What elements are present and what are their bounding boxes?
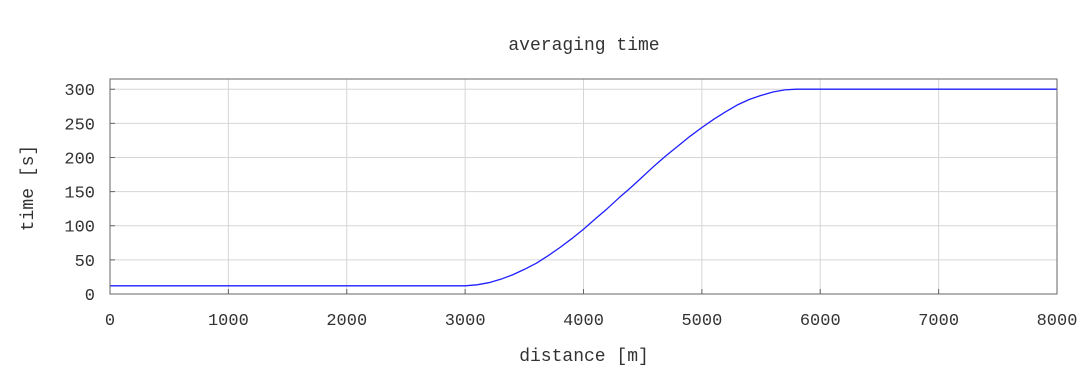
chart-title: averaging time [508,36,659,56]
y-tick-label: 200 [64,150,95,169]
x-tick-label: 6000 [800,312,841,331]
x-tick-label: 5000 [681,312,722,331]
chart-grid [109,79,1058,295]
series-line [110,88,1057,287]
y-axis: 0 50 100 150 200 250 300 [64,82,115,306]
plot-area [110,88,1057,287]
y-tick-label: 100 [64,219,95,238]
y-tick-label: 250 [64,116,95,135]
x-axis-label: distance [m] [519,347,649,367]
x-tick-label: 1000 [208,312,249,331]
x-axis: 0 1000 2000 3000 4000 5000 6000 7000 8000 [105,289,1078,331]
y-tick-label: 150 [64,185,95,204]
x-tick-label: 2000 [326,312,367,331]
x-tick-label: 4000 [563,312,604,331]
x-tick-label: 0 [105,312,115,331]
y-tick-label: 300 [64,82,95,101]
x-tick-label: 7000 [918,312,959,331]
y-tick-label: 50 [75,253,95,272]
x-tick-label: 3000 [445,312,486,331]
x-tick-label: 8000 [1037,312,1078,331]
y-axis-label: time [s] [19,145,39,231]
y-tick-label: 0 [85,287,95,306]
